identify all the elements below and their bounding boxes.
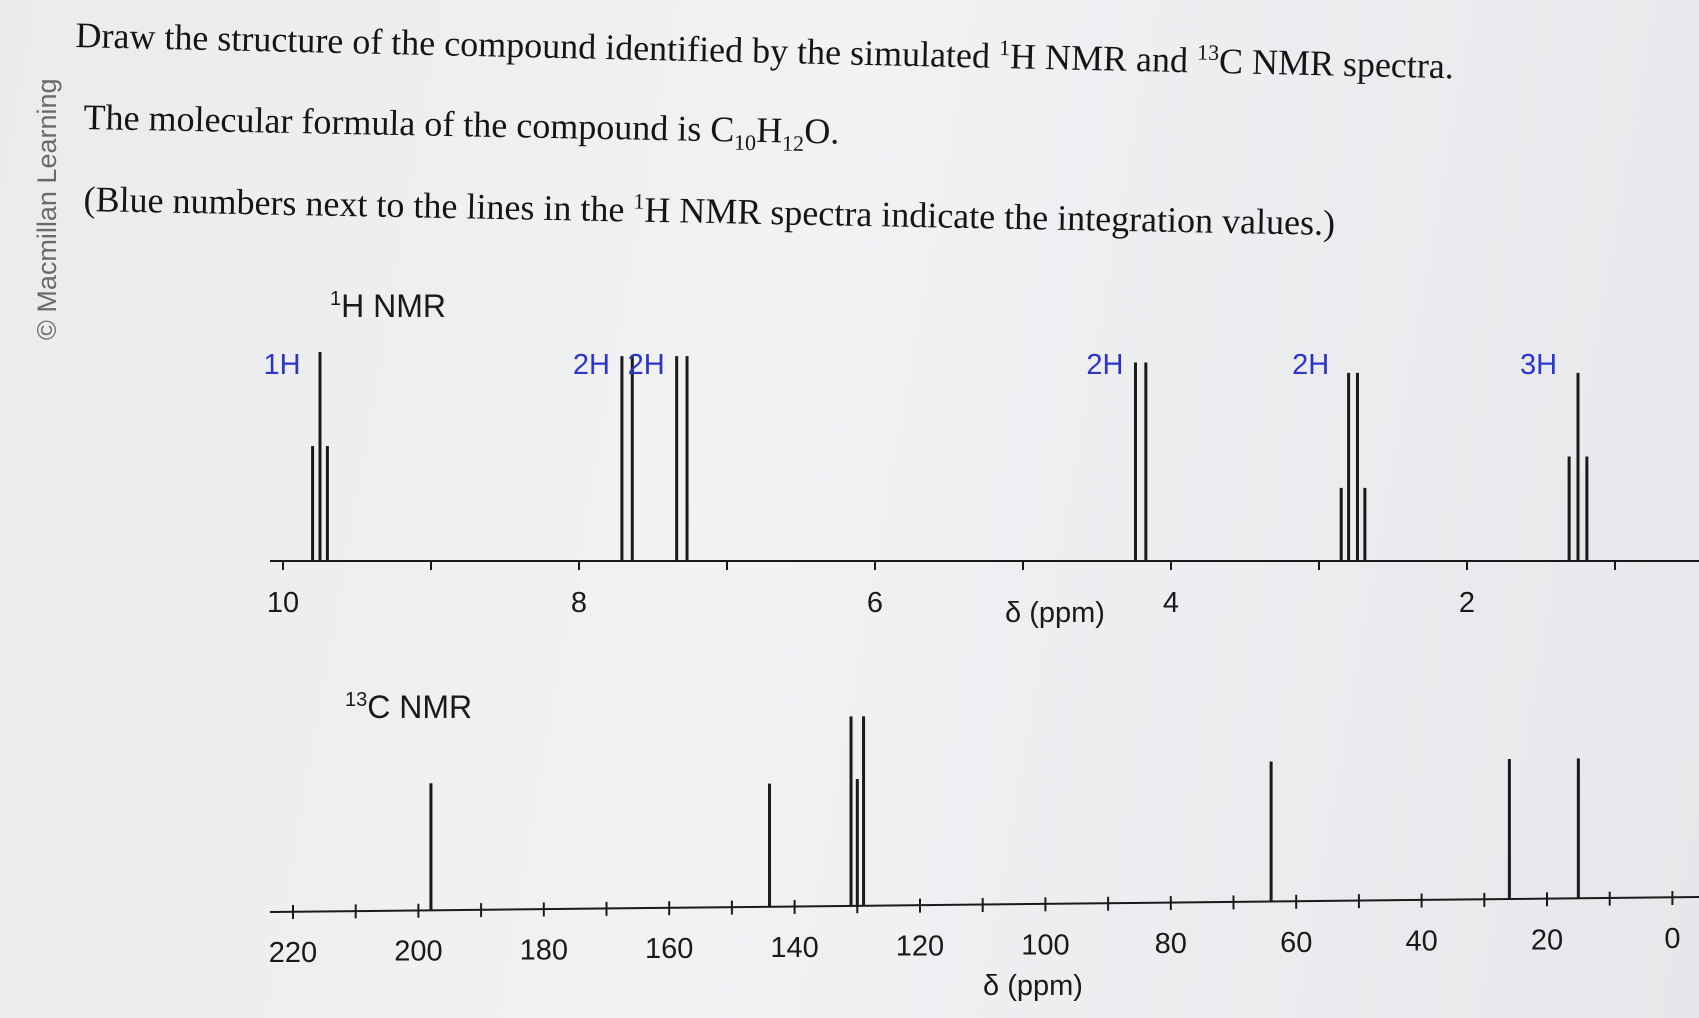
h-nmr-integrations: 1H 2H 2H 2H 2H 3H: [264, 349, 1558, 381]
h-nmr-title-sup: 1: [330, 288, 341, 310]
c-nmr-tick-label: 20: [1531, 924, 1563, 956]
h-nmr-tick-labels: 10 8 6 4 2: [267, 587, 1475, 619]
c-nmr-tick-label: 100: [1021, 929, 1069, 961]
h-nmr-tick-label: 8: [571, 587, 587, 619]
c-nmr-tick-label: 60: [1280, 927, 1312, 959]
c-nmr-title-sup: 13: [345, 689, 367, 711]
h-nmr-tick-label: 2: [1459, 587, 1475, 619]
c-nmr-tick-label: 180: [520, 934, 568, 966]
h-nmr-tick-label: 6: [867, 587, 883, 619]
c-nmr-spectrum: 13C NMR 220 200 180 160 140 120 100 80 60 40 20 0 δ…: [269, 689, 1699, 1002]
c-nmr-ticks: [292, 891, 1674, 919]
h-nmr-integration-label: 2H: [1292, 349, 1329, 381]
h-nmr-peaks: [311, 352, 1589, 561]
h-nmr-title: 1H NMR: [330, 288, 446, 324]
c-nmr-title-text: C NMR: [367, 689, 472, 725]
h-nmr-integration-label: 2H: [628, 349, 665, 381]
c-nmr-tick-label: 0: [1664, 923, 1680, 955]
h-nmr-spectrum: 1H NMR 10 8 6 4 2 1H 2H 2H 2H 2H 3H δ (ppm): [264, 288, 1699, 629]
c-nmr-xlabel: δ (ppm): [983, 970, 1083, 1002]
c-nmr-tick-label: 40: [1405, 926, 1437, 958]
h-nmr-integration-label: 2H: [573, 349, 610, 381]
c-nmr-tick-labels: 220 200 180 160 140 120 100 80 60 40 20 0: [269, 923, 1681, 969]
h-nmr-integration-label: 1H: [264, 349, 301, 381]
h-nmr-ticks: [282, 561, 1616, 570]
c-nmr-tick-label: 160: [645, 933, 693, 965]
c-nmr-tick-label: 140: [770, 932, 818, 964]
h-nmr-integration-label: 2H: [1086, 349, 1123, 381]
c-nmr-baseline: [269, 896, 1699, 913]
h-nmr-title-text: H NMR: [341, 288, 446, 324]
h-nmr-xlabel: δ (ppm): [1005, 597, 1105, 629]
c-nmr-peaks: [429, 716, 1580, 911]
c-nmr-tick-label: 80: [1155, 928, 1187, 960]
c-nmr-tick-label: 120: [896, 931, 944, 963]
h-nmr-tick-label: 10: [267, 587, 299, 619]
c-nmr-title: 13C NMR: [345, 689, 472, 725]
h-nmr-integration-label: 3H: [1520, 349, 1557, 381]
h-nmr-tick-label: 4: [1163, 587, 1179, 619]
c-nmr-tick-label: 200: [394, 936, 442, 968]
c-nmr-tick-label: 220: [269, 937, 317, 969]
